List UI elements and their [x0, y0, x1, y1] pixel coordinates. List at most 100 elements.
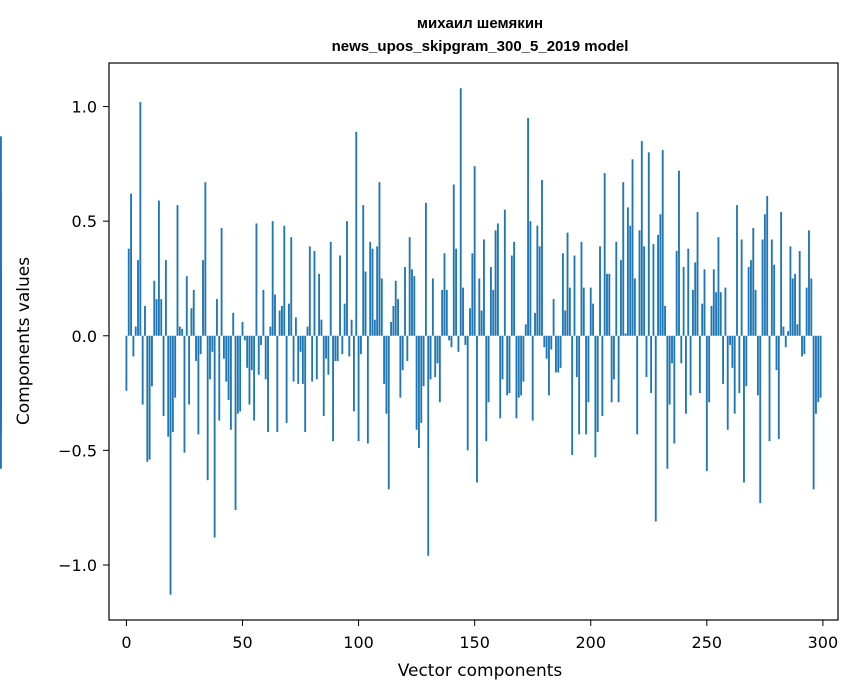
bar	[450, 335, 453, 348]
bar	[819, 335, 822, 398]
bar	[557, 335, 560, 373]
y-tick-label: −0.5	[58, 441, 97, 460]
bar	[292, 335, 295, 382]
bar	[178, 326, 181, 336]
bar	[390, 322, 393, 336]
bar	[513, 241, 516, 336]
bar	[613, 335, 615, 380]
bar	[545, 335, 548, 359]
bar	[480, 310, 483, 336]
bar	[761, 239, 764, 336]
bar	[209, 335, 211, 380]
bar	[176, 205, 179, 336]
bar	[431, 278, 434, 336]
bar	[313, 250, 316, 336]
bar	[522, 335, 525, 382]
bar	[162, 335, 165, 416]
bar	[485, 335, 488, 442]
bar	[501, 335, 504, 380]
bar	[229, 335, 232, 430]
bar	[664, 305, 666, 336]
bar	[334, 335, 337, 361]
bar	[503, 209, 506, 336]
bar	[768, 335, 771, 442]
bar	[520, 335, 523, 396]
bar	[404, 267, 406, 336]
x-tick-label: 50	[232, 633, 252, 652]
chart-subtitle: news_upos_skipgram_300_5_2019 model	[332, 38, 629, 55]
bar	[429, 335, 432, 380]
bar	[517, 335, 520, 398]
bar	[536, 225, 539, 336]
bar	[188, 335, 191, 405]
bar	[617, 335, 620, 403]
bar	[510, 255, 513, 336]
bar	[682, 267, 685, 336]
bar	[685, 335, 687, 414]
bar	[213, 335, 216, 538]
bar	[698, 335, 701, 394]
bar	[789, 246, 792, 336]
bar	[299, 335, 302, 352]
bar	[524, 324, 527, 336]
bar	[146, 335, 149, 462]
bar	[471, 253, 474, 336]
bar	[355, 131, 358, 336]
bar	[687, 248, 690, 336]
bar	[559, 335, 562, 368]
bar	[473, 166, 476, 336]
bar	[141, 335, 144, 405]
bar	[566, 232, 569, 336]
bar	[812, 335, 815, 490]
bar	[803, 335, 806, 355]
bar	[775, 335, 778, 371]
bar	[661, 150, 664, 336]
bar	[805, 287, 808, 336]
bar	[626, 207, 629, 336]
bar	[185, 276, 188, 336]
bar	[399, 335, 402, 398]
bar	[722, 335, 725, 384]
bar	[508, 335, 511, 394]
bar	[234, 335, 237, 510]
bar	[371, 248, 374, 336]
x-tick-label: 150	[459, 633, 490, 652]
bar	[817, 335, 820, 403]
bar	[359, 335, 362, 355]
bar	[406, 335, 409, 361]
bar	[615, 241, 618, 336]
bar	[696, 211, 699, 336]
bar	[624, 333, 627, 336]
bar	[137, 260, 139, 336]
bar	[462, 287, 464, 336]
bar	[671, 335, 673, 364]
bar	[343, 303, 346, 336]
bar	[483, 239, 485, 336]
bar	[167, 335, 170, 437]
bar	[222, 335, 225, 359]
bar	[599, 246, 601, 336]
bar	[171, 335, 174, 433]
bar	[729, 335, 731, 345]
bar	[366, 335, 369, 444]
bar	[160, 299, 163, 336]
bar	[766, 195, 769, 336]
bar	[264, 335, 267, 380]
x-tick-label: 200	[575, 633, 606, 652]
bar	[218, 335, 221, 421]
bar	[596, 335, 599, 433]
bar	[246, 335, 249, 368]
bar	[601, 335, 604, 416]
bar	[262, 289, 265, 336]
bar	[487, 335, 490, 403]
bar	[494, 230, 497, 336]
bar	[636, 335, 639, 435]
bar	[740, 239, 743, 336]
bar	[243, 335, 246, 341]
bar	[548, 335, 550, 396]
bar	[791, 278, 794, 336]
bar	[373, 319, 376, 336]
bar	[691, 289, 694, 336]
